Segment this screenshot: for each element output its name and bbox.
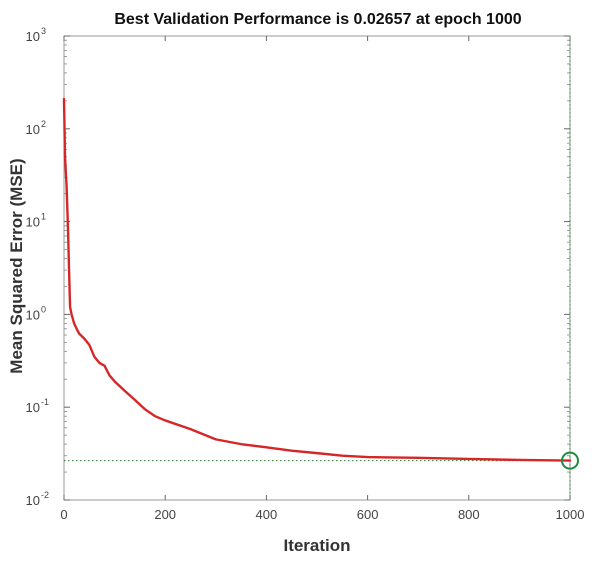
x-axis-label: Iteration [283,536,350,555]
x-tick-label: 600 [357,507,379,522]
y-tick-label: 10 [26,493,40,508]
plot-frame [63,35,571,501]
x-tick-label: 400 [256,507,278,522]
y-tick-exponent: -2 [41,490,49,500]
x-tick-label: 200 [154,507,176,522]
y-tick-exponent: 3 [41,26,46,36]
y-tick-label: 10 [26,29,40,44]
best-marker [561,451,579,470]
y-tick-label: 10 [26,400,40,415]
y-tick-exponent: 2 [41,119,46,129]
y-tick-label: 10 [26,122,40,137]
y-tick-label: 10 [26,215,40,230]
x-tick-label: 1000 [556,507,585,522]
y-tick-exponent: 1 [41,212,46,222]
y-tick-exponent: -1 [41,397,49,407]
y-tick-label: 10 [26,307,40,322]
y-axis-label: Mean Squared Error (MSE) [7,158,26,373]
x-tick-label: 0 [60,507,67,522]
validation-series-line [62,97,572,462]
chart-title: Best Validation Performance is 0.02657 a… [114,11,521,28]
x-tick-label: 800 [458,507,480,522]
y-tick-exponent: 0 [41,304,46,314]
